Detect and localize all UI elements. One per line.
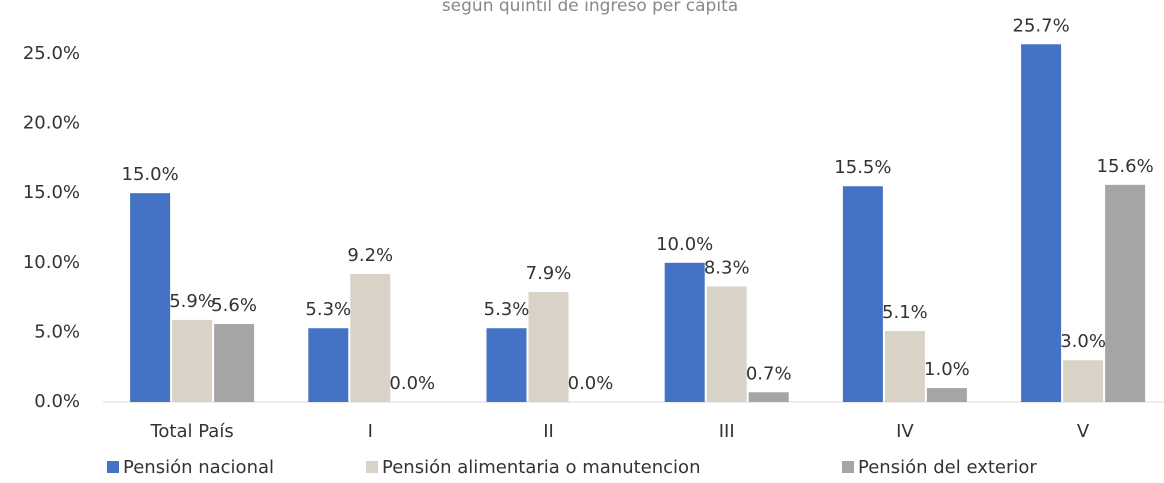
- bar: [748, 392, 789, 402]
- data-label: 5.9%: [169, 291, 215, 312]
- legend-swatch: [842, 461, 854, 473]
- data-label: 5.3%: [305, 299, 351, 320]
- bar: [926, 388, 967, 402]
- legend-swatch: [107, 461, 119, 473]
- data-label: 5.3%: [484, 299, 530, 320]
- legend-label: Pensión alimentaria o manutencion: [382, 457, 700, 478]
- data-label: 5.1%: [882, 302, 928, 323]
- x-tick-label: III: [719, 421, 735, 442]
- bar: [842, 186, 883, 402]
- legend-label: Pensión del exterior: [858, 457, 1037, 478]
- x-tick-label: V: [1077, 421, 1090, 442]
- bar: [214, 324, 255, 402]
- bar: [308, 328, 349, 402]
- y-tick-label: 20.0%: [23, 113, 80, 134]
- bar: [1063, 360, 1104, 402]
- legend-swatch: [366, 461, 378, 473]
- data-label: 15.6%: [1097, 156, 1154, 177]
- legend-label: Pensión nacional: [123, 457, 274, 478]
- x-tick-label: IV: [896, 421, 914, 442]
- bar: [664, 262, 705, 402]
- data-label: 0.0%: [568, 373, 614, 394]
- data-label: 0.0%: [389, 373, 435, 394]
- data-label: 15.0%: [122, 164, 179, 185]
- bar: [1105, 184, 1146, 402]
- data-label: 8.3%: [704, 257, 750, 278]
- data-label: 10.0%: [656, 234, 713, 255]
- bar: [528, 292, 569, 402]
- bar: [706, 286, 747, 402]
- data-label: 15.5%: [834, 157, 891, 178]
- data-label: 9.2%: [347, 245, 393, 266]
- data-label: 3.0%: [1060, 331, 1106, 352]
- data-label: 7.9%: [526, 263, 572, 284]
- y-tick-label: 10.0%: [23, 252, 80, 273]
- bar: [1021, 44, 1062, 402]
- bar: [884, 331, 925, 402]
- x-tick-label: Total País: [149, 421, 233, 442]
- x-tick-label: I: [368, 421, 373, 442]
- y-tick-label: 5.0%: [34, 321, 80, 342]
- chart-subtitle: según quintil de ingreso per cápita: [442, 0, 738, 16]
- bar: [350, 273, 391, 402]
- y-tick-label: 15.0%: [23, 182, 80, 203]
- x-tick-label: II: [543, 421, 554, 442]
- data-label: 0.7%: [746, 363, 792, 384]
- bar: [486, 328, 527, 402]
- bar: [130, 193, 171, 402]
- data-label: 1.0%: [924, 359, 970, 380]
- bar: [172, 319, 213, 402]
- y-tick-label: 25.0%: [23, 43, 80, 64]
- data-label: 25.7%: [1013, 15, 1070, 36]
- data-label: 5.6%: [211, 295, 257, 316]
- y-tick-label: 0.0%: [34, 391, 80, 412]
